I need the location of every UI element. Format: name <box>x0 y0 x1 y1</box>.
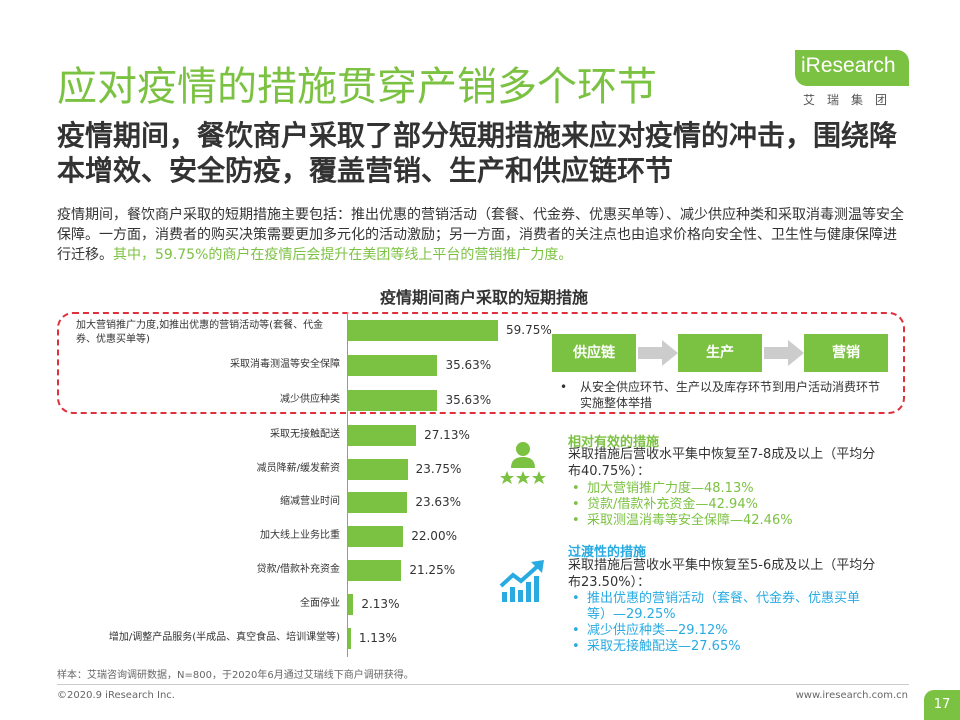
flow-step-supply-chain: 供应链 <box>552 334 636 372</box>
chart-axis <box>347 312 348 657</box>
chart-title: 疫情期间商户采取的短期措施 <box>380 288 589 307</box>
effective-bullet: • <box>572 497 580 512</box>
bar <box>348 459 408 480</box>
bar-category-label: 缩减营业时间 <box>280 496 340 507</box>
arrow-right-icon <box>764 340 804 366</box>
bar-value-label: 1.13% <box>358 631 397 645</box>
effective-bullet: • <box>572 513 580 528</box>
bar-value-label: 23.63% <box>415 495 462 509</box>
page-subtitle: 疫情期间，餐饮商户采取了部分短期措施来应对疫情的冲击，围绕降本增效、安全防疫，覆… <box>57 119 898 187</box>
effective-item: 加大营销推广力度—48.13% <box>587 481 754 496</box>
bar <box>348 492 408 513</box>
effective-item: 贷款/借款补充资金—42.94% <box>587 497 758 512</box>
logo-cn-text: 艾瑞集团 <box>803 93 900 107</box>
effective-item: 采取测温消毒等安全保障—42.46% <box>587 513 793 528</box>
description: 疫情期间，餐饮商户采取的短期措施主要包括：推出优惠的营销活动（套餐、代金券、优惠… <box>57 205 909 265</box>
bar-category-label: 加大线上业务比重 <box>260 530 340 541</box>
people-rating-icon <box>500 442 546 484</box>
bar-category-label: 贷款/借款补充资金 <box>256 564 340 575</box>
effective-heading: 相对有效的措施 <box>568 435 660 450</box>
bar <box>348 526 404 547</box>
bar-value-label: 35.63% <box>445 393 492 407</box>
bar <box>348 628 351 649</box>
bar-value-label: 21.25% <box>409 563 456 577</box>
transitional-heading: 过渡性的措施 <box>568 545 647 560</box>
flow-note: 从安全供应环节、生产以及库存环节到用户活动消费环节实施整体举措 <box>580 380 881 410</box>
page-number: 17 <box>924 690 960 720</box>
bar-category-label: 增加/调整产品服务(半成品、真空食品、培训课堂等) <box>108 632 340 643</box>
bar-category-label: 加大营销推广力度,如推出优惠的营销活动等(套餐、代金券、优惠买单等) <box>76 320 324 345</box>
logo-text: iResearch <box>801 54 896 77</box>
bar <box>348 390 438 411</box>
transitional-bullet: • <box>572 591 580 606</box>
growth-chart-icon <box>499 560 544 602</box>
transitional-item: 采取无接触配送—27.65% <box>587 639 741 654</box>
transitional-item: 推出优惠的营销活动（套餐、代金券、优惠买单等）—29.25% <box>587 591 861 622</box>
bar-value-label: 23.75% <box>415 462 462 476</box>
bar <box>348 425 417 446</box>
footer-divider <box>57 684 909 685</box>
effective-text: 采取措施后营收水平集中恢复至7-8成及以上（平均分布40.75%）： <box>568 447 876 479</box>
bar-value-label: 27.13% <box>424 428 470 442</box>
bar-value-label: 2.13% <box>361 597 400 611</box>
bar-value-label: 59.75% <box>506 323 552 337</box>
flow-note-bullet: • <box>560 380 568 394</box>
arrow-right-icon <box>638 340 678 366</box>
transitional-text: 采取措施后营收水平集中恢复至5-6成及以上（平均分布23.50%）： <box>568 558 876 590</box>
bar-category-label: 减少供应种类 <box>280 394 340 405</box>
bar-category-label: 采取无接触配送 <box>270 429 340 440</box>
bar <box>348 594 354 615</box>
bar-category-label: 全面停业 <box>300 598 340 609</box>
copyright: ©2020.9 iResearch Inc. <box>57 690 175 701</box>
bar-category-label: 采取消毒测温等安全保障 <box>230 359 340 370</box>
site-url: www.iresearch.com.cn <box>795 690 908 701</box>
effective-bullet: • <box>572 481 580 496</box>
bar <box>348 320 498 341</box>
bar-value-label: 35.63% <box>445 358 492 372</box>
bar <box>348 560 402 581</box>
transitional-item: 减少供应种类—29.12% <box>587 623 728 638</box>
source-note: 样本：艾瑞咨询调研数据，N=800，于2020年6月通过艾瑞线下商户调研获得。 <box>57 670 414 681</box>
transitional-bullet: • <box>572 639 580 654</box>
logo-badge <box>795 50 909 86</box>
iresearch-logo: iResearch 艾瑞集团 <box>795 50 909 110</box>
description-highlight: 其中，59.75%的商户在疫情后会提升在美团等线上平台的营销推广力度。 <box>113 247 573 263</box>
flow-step-production: 生产 <box>678 334 762 372</box>
description-main: 疫情期间，餐饮商户采取的短期措施主要包括：推出优惠的营销活动（套餐、代金券、优惠… <box>57 207 904 263</box>
page-title: 应对疫情的措施贯穿产销多个环节 <box>57 64 657 110</box>
highlight-box <box>57 312 905 414</box>
bar <box>348 355 438 376</box>
flow-step-marketing: 营销 <box>804 334 888 372</box>
transitional-bullet: • <box>572 623 580 638</box>
bar-category-label: 减员降薪/缓发薪资 <box>256 463 340 474</box>
bar-value-label: 22.00% <box>411 529 457 543</box>
